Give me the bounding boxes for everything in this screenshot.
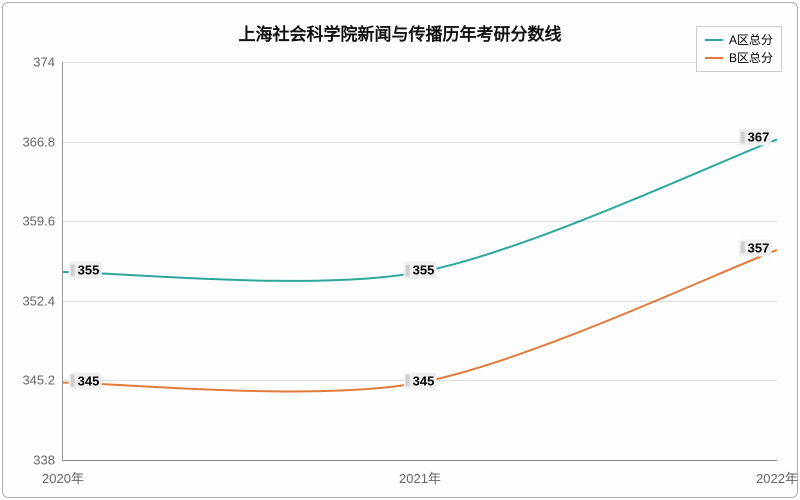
chart-container: 上海社会科学院新闻与传播历年考研分数线 338345.2352.4359.636… (0, 0, 800, 500)
data-label-handle-icon (71, 264, 75, 276)
y-tick-label: 352.4 (22, 293, 63, 308)
x-tick-label: 2022年 (756, 460, 798, 487)
data-label-handle-icon (406, 264, 410, 276)
grid-line (63, 301, 777, 302)
legend-label: B区总分 (729, 49, 773, 67)
legend-label: A区总分 (729, 31, 773, 49)
legend-item: A区总分 (705, 31, 773, 49)
data-label-handle-icon (406, 375, 410, 387)
data-label-pill: 367 (739, 129, 772, 146)
legend-swatch-icon (705, 39, 723, 41)
legend-swatch-icon (705, 57, 723, 59)
data-label-handle-icon (741, 131, 745, 143)
data-label-text: 357 (748, 240, 770, 255)
data-label: 367 (739, 129, 772, 146)
legend: A区总分B区总分 (696, 26, 782, 72)
series-line (63, 139, 777, 281)
y-tick-label: 359.6 (22, 214, 63, 229)
data-label-text: 355 (413, 263, 435, 278)
data-label: 355 (69, 262, 102, 279)
grid-line (63, 221, 777, 222)
x-tick-label: 2020年 (42, 460, 84, 487)
y-tick-label: 374 (33, 55, 63, 70)
grid-line (63, 62, 777, 63)
chart-title: 上海社会科学院新闻与传播历年考研分数线 (0, 20, 800, 45)
y-tick-label: 366.8 (22, 134, 63, 149)
data-label-pill: 345 (404, 372, 437, 389)
data-label: 355 (404, 262, 437, 279)
data-label: 345 (404, 372, 437, 389)
grid-line (63, 142, 777, 143)
data-label-handle-icon (741, 242, 745, 254)
data-label-text: 345 (413, 373, 435, 388)
data-label-pill: 355 (404, 262, 437, 279)
data-label-pill: 357 (739, 239, 772, 256)
data-label-text: 367 (748, 130, 770, 145)
x-tick-label: 2021年 (399, 460, 441, 487)
data-label-pill: 355 (69, 262, 102, 279)
y-tick-label: 345.2 (22, 373, 63, 388)
data-label-handle-icon (71, 375, 75, 387)
data-label-text: 355 (78, 263, 100, 278)
plot-area: 338345.2352.4359.6366.83742020年2021年2022… (62, 62, 777, 461)
data-label-text: 345 (78, 373, 100, 388)
data-label-pill: 345 (69, 372, 102, 389)
data-label: 345 (69, 372, 102, 389)
legend-item: B区总分 (705, 49, 773, 67)
data-label: 357 (739, 239, 772, 256)
